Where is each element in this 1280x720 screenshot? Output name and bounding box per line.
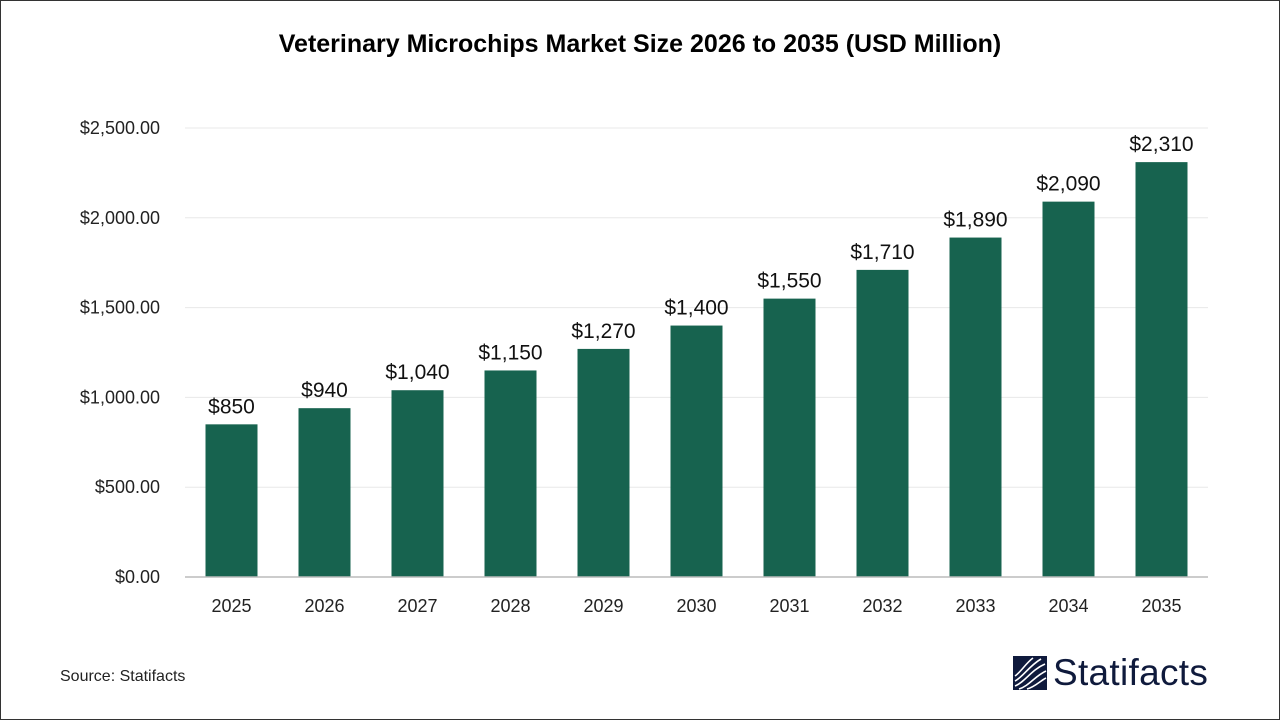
- bar: [1135, 162, 1188, 577]
- data-label: $1,710: [850, 241, 914, 264]
- data-label: $1,550: [757, 270, 821, 293]
- x-tick-label: 2031: [769, 596, 809, 616]
- y-tick-label: $1,000.00: [80, 387, 160, 407]
- x-tick-label: 2028: [490, 596, 530, 616]
- x-tick-label: 2030: [676, 596, 716, 616]
- y-tick-label: $0.00: [115, 567, 160, 587]
- data-label: $1,040: [385, 361, 449, 384]
- x-tick-label: 2026: [304, 596, 344, 616]
- data-label: $1,270: [571, 320, 635, 343]
- bar: [205, 424, 258, 577]
- x-tick-label: 2027: [397, 596, 437, 616]
- data-label: $2,090: [1036, 173, 1100, 196]
- x-tick-label: 2029: [583, 596, 623, 616]
- data-label: $940: [301, 379, 348, 402]
- data-label: $1,150: [478, 341, 542, 364]
- y-tick-label: $2,500.00: [80, 118, 160, 138]
- bar: [1042, 201, 1095, 578]
- bar: [856, 269, 909, 577]
- chart-title: Veterinary Microchips Market Size 2026 t…: [278, 30, 1002, 58]
- x-tick-label: 2025: [211, 596, 251, 616]
- x-tick-label: 2035: [1141, 596, 1181, 616]
- logo-text: Statifacts: [1053, 652, 1209, 693]
- x-tick-label: 2033: [955, 596, 995, 616]
- source-note: Source: Statifacts: [60, 668, 186, 685]
- bar: [763, 298, 816, 577]
- statifacts-logo-icon: [1013, 656, 1047, 690]
- x-tick-label: 2032: [862, 596, 902, 616]
- bar: [484, 370, 537, 577]
- data-label: $2,310: [1129, 133, 1193, 156]
- y-tick-label: $500.00: [95, 477, 160, 497]
- data-label: $1,400: [664, 297, 728, 320]
- bar: [577, 348, 630, 577]
- bar: [298, 408, 351, 577]
- data-label: $1,890: [943, 209, 1007, 232]
- bar: [670, 325, 723, 577]
- statifacts-logo: Statifacts: [1013, 652, 1208, 694]
- x-tick-label: 2034: [1048, 596, 1088, 616]
- bar: [949, 237, 1002, 577]
- data-label: $850: [208, 395, 255, 418]
- bar: [391, 390, 444, 577]
- y-tick-label: $2,000.00: [80, 208, 160, 228]
- y-tick-label: $1,500.00: [80, 298, 160, 318]
